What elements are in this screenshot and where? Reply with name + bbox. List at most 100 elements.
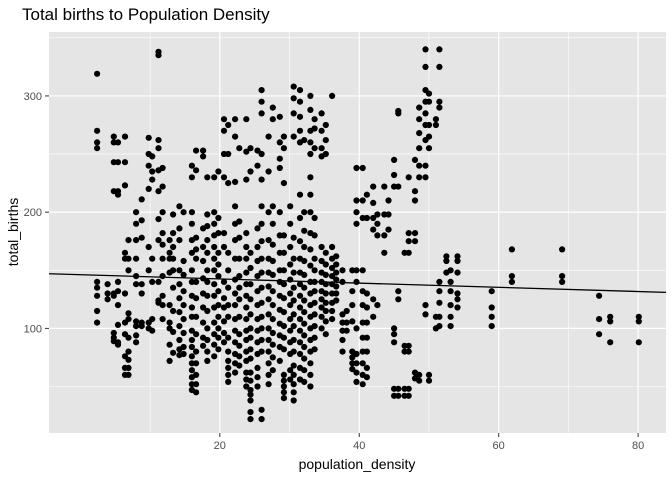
- data-point: [280, 377, 287, 384]
- data-point: [276, 164, 283, 172]
- data-point: [254, 288, 261, 295]
- data-point: [454, 269, 461, 276]
- data-point: [166, 341, 173, 348]
- data-point: [133, 209, 140, 216]
- data-point: [104, 296, 111, 303]
- data-point: [243, 116, 250, 123]
- data-point: [296, 113, 304, 120]
- data-point: [225, 150, 232, 158]
- data-point: [114, 278, 122, 285]
- data-point: [269, 367, 276, 374]
- data-point: [411, 188, 419, 195]
- data-point: [236, 342, 243, 349]
- data-point: [307, 139, 314, 146]
- data-point: [290, 83, 297, 90]
- data-point: [269, 220, 276, 227]
- data-point: [176, 281, 183, 288]
- data-point: [395, 110, 402, 117]
- data-point: [215, 261, 222, 268]
- data-point: [559, 278, 566, 285]
- data-point: [290, 362, 297, 369]
- data-point: [280, 180, 287, 187]
- data-point: [436, 98, 443, 105]
- data-point: [220, 174, 228, 181]
- data-point: [333, 269, 340, 276]
- data-point: [432, 121, 439, 129]
- data-point: [559, 246, 566, 253]
- data-point: [193, 147, 200, 154]
- data-point: [258, 313, 265, 320]
- data-point: [170, 243, 177, 251]
- data-point: [94, 145, 101, 152]
- data-point: [322, 271, 329, 278]
- data-point: [385, 226, 392, 233]
- data-point: [159, 164, 166, 172]
- data-point: [276, 139, 283, 146]
- data-point: [247, 409, 254, 416]
- data-point: [280, 295, 287, 302]
- data-point: [370, 226, 377, 233]
- data-point: [343, 327, 350, 334]
- data-point: [225, 357, 232, 364]
- data-point: [311, 125, 318, 132]
- data-point: [258, 269, 265, 276]
- data-point: [425, 121, 433, 129]
- data-point: [322, 307, 329, 315]
- data-point: [322, 299, 329, 306]
- data-point: [269, 257, 276, 265]
- data-point: [443, 253, 450, 260]
- data-point: [247, 369, 254, 376]
- data-point: [193, 234, 200, 241]
- data-point: [307, 371, 314, 378]
- data-point: [353, 267, 360, 274]
- data-point: [333, 276, 340, 283]
- data-point: [193, 360, 200, 367]
- data-point: [301, 320, 308, 327]
- data-point: [220, 329, 228, 337]
- data-point: [287, 243, 294, 251]
- data-point: [422, 162, 429, 169]
- data-point: [204, 348, 211, 355]
- data-point: [225, 302, 232, 309]
- y-axis-ticks: 100 200 300: [24, 91, 49, 335]
- data-point: [170, 328, 177, 335]
- data-point: [155, 52, 162, 59]
- data-point: [363, 214, 370, 222]
- data-point: [436, 299, 443, 306]
- data-point: [236, 273, 243, 280]
- data-point: [188, 327, 195, 334]
- data-point: [296, 339, 304, 346]
- data-point: [307, 150, 314, 158]
- data-point: [265, 133, 272, 140]
- data-point: [188, 336, 195, 344]
- data-point: [236, 313, 243, 320]
- data-point: [232, 203, 239, 210]
- data-point: [290, 269, 297, 276]
- data-point: [322, 137, 329, 144]
- data-point: [385, 211, 392, 218]
- data-point: [180, 209, 187, 216]
- data-point: [416, 371, 423, 378]
- data-point: [176, 237, 183, 244]
- data-point: [296, 214, 304, 222]
- data-point: [333, 290, 340, 297]
- data-point: [276, 357, 283, 364]
- data-point: [301, 227, 308, 234]
- data-point: [243, 316, 250, 323]
- data-point: [411, 197, 419, 204]
- data-point: [508, 278, 515, 285]
- data-point: [193, 295, 200, 302]
- data-point: [287, 290, 294, 297]
- data-point: [301, 271, 308, 278]
- data-point: [211, 243, 218, 251]
- data-point: [121, 133, 129, 140]
- data-point: [247, 377, 254, 384]
- data-point: [170, 349, 177, 356]
- data-point: [269, 104, 276, 111]
- data-point: [296, 98, 304, 105]
- data-point: [425, 145, 433, 152]
- data-point: [359, 360, 366, 367]
- data-point: [114, 321, 122, 328]
- data-point: [225, 348, 232, 355]
- data-point: [211, 267, 218, 274]
